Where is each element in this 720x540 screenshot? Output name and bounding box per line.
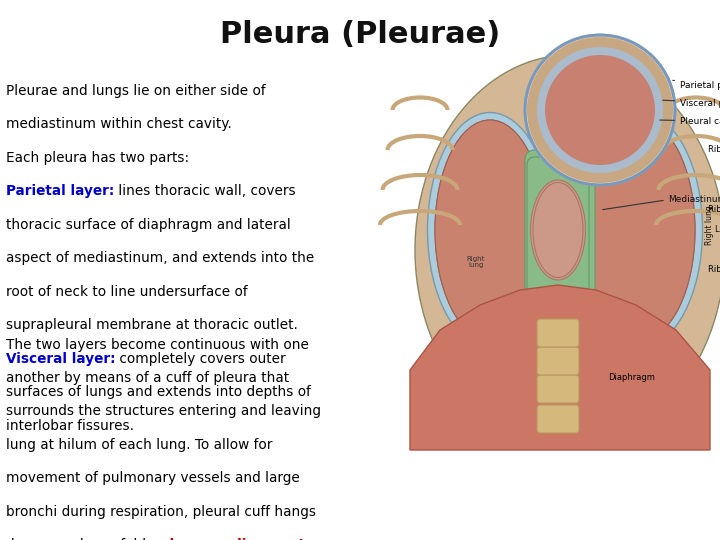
- Text: bronchi during respiration, pleural cuff hangs: bronchi during respiration, pleural cuff…: [6, 505, 316, 519]
- Text: lines thoracic wall, covers: lines thoracic wall, covers: [114, 184, 296, 198]
- Text: pulmonary ligament.: pulmonary ligament.: [150, 538, 310, 540]
- Text: another by means of a cuff of pleura that: another by means of a cuff of pleura tha…: [6, 371, 289, 385]
- Text: lung at hilum of each lung. To allow for: lung at hilum of each lung. To allow for: [6, 438, 272, 452]
- Circle shape: [545, 55, 655, 165]
- Text: Pleural cavity: Pleural cavity: [660, 117, 720, 125]
- Polygon shape: [410, 285, 710, 450]
- Text: Parietal layer:: Parietal layer:: [6, 184, 114, 198]
- Ellipse shape: [435, 120, 545, 340]
- Text: Rib X: Rib X: [708, 266, 720, 274]
- Text: Right lung: Right lung: [705, 205, 714, 245]
- Text: Each pleura has two parts:: Each pleura has two parts:: [6, 151, 189, 165]
- FancyBboxPatch shape: [537, 347, 579, 375]
- FancyBboxPatch shape: [537, 319, 579, 347]
- Text: Right
lung: Right lung: [467, 255, 485, 268]
- Ellipse shape: [428, 112, 552, 348]
- FancyBboxPatch shape: [537, 405, 579, 433]
- Text: Pleurae and lungs lie on either side of: Pleurae and lungs lie on either side of: [6, 84, 266, 98]
- FancyBboxPatch shape: [537, 375, 579, 403]
- Text: Visceral layer:: Visceral layer:: [6, 352, 115, 366]
- Text: root of neck to line undersurface of: root of neck to line undersurface of: [6, 285, 248, 299]
- Ellipse shape: [415, 55, 720, 445]
- Text: aspect of mediastinum, and extends into the: aspect of mediastinum, and extends into …: [6, 251, 314, 265]
- FancyBboxPatch shape: [525, 150, 595, 340]
- Text: The two layers become continuous with one: The two layers become continuous with on…: [6, 338, 309, 352]
- Ellipse shape: [585, 120, 695, 340]
- Text: surrounds the structures entering and leaving: surrounds the structures entering and le…: [6, 404, 321, 418]
- Ellipse shape: [435, 120, 545, 340]
- Circle shape: [537, 47, 663, 173]
- Text: Mediastinum: Mediastinum: [668, 195, 720, 205]
- Text: movement of pulmonary vessels and large: movement of pulmonary vessels and large: [6, 471, 300, 485]
- Text: Rib I: Rib I: [708, 145, 720, 154]
- Text: surfaces of lungs and extends into depths of: surfaces of lungs and extends into depth…: [6, 385, 310, 399]
- Text: Rib VIII: Rib VIII: [708, 206, 720, 214]
- Text: Pleura (Pleurae): Pleura (Pleurae): [220, 20, 500, 49]
- Text: mediastinum within chest cavity.: mediastinum within chest cavity.: [6, 117, 232, 131]
- Ellipse shape: [533, 183, 583, 278]
- Text: Diaphragm: Diaphragm: [608, 374, 655, 382]
- Text: interlobar fissures.: interlobar fissures.: [6, 418, 134, 433]
- Text: down as a loose fold: down as a loose fold: [6, 538, 150, 540]
- Circle shape: [525, 35, 675, 185]
- Text: completely covers outer: completely covers outer: [115, 352, 286, 366]
- Text: thoracic surface of diaphragm and lateral: thoracic surface of diaphragm and latera…: [6, 218, 290, 232]
- Ellipse shape: [585, 120, 695, 340]
- Ellipse shape: [577, 112, 703, 348]
- Circle shape: [527, 37, 673, 183]
- Text: suprapleural membrane at thoracic outlet.: suprapleural membrane at thoracic outlet…: [6, 318, 297, 332]
- Text: Left lung: Left lung: [715, 226, 720, 234]
- FancyBboxPatch shape: [527, 157, 589, 333]
- Ellipse shape: [531, 180, 585, 280]
- Text: Parietal pleura: Parietal pleura: [672, 80, 720, 90]
- Text: Visceral pleura: Visceral pleura: [663, 98, 720, 107]
